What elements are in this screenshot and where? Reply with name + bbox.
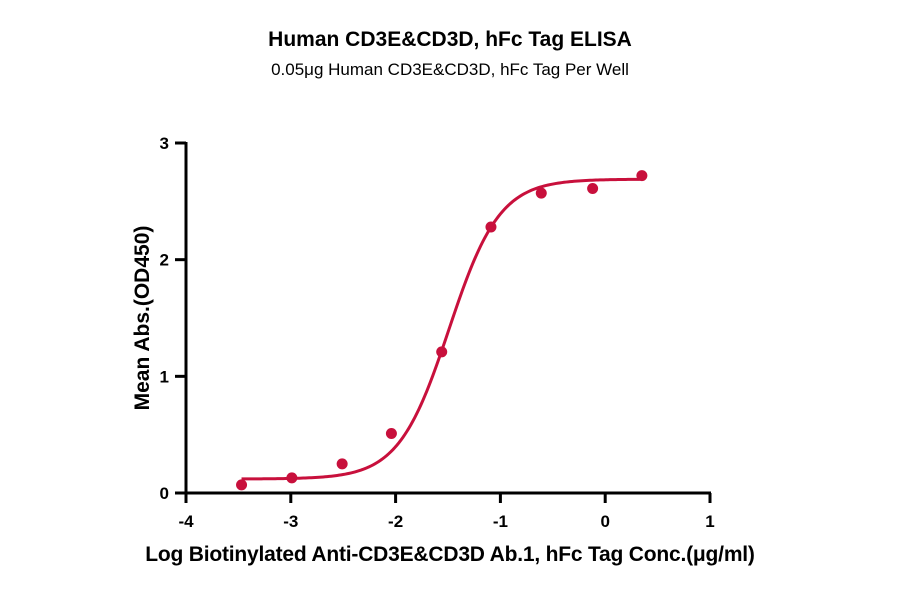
axes: -4 -3 -2 -1 0 1 0 1 2 3 — [160, 134, 715, 531]
y-tick-label: 2 — [160, 251, 169, 270]
y-tick-label: 1 — [160, 367, 169, 386]
data-point — [286, 472, 298, 484]
chart-subtitle: 0.05μg Human CD3E&CD3D, hFc Tag Per Well — [271, 60, 629, 79]
data-points — [236, 170, 648, 491]
x-tick-label: -4 — [178, 512, 194, 531]
x-axis-label: Log Biotinylated Anti-CD3E&CD3D Ab.1, hF… — [145, 543, 755, 566]
x-tick-label: 0 — [600, 512, 609, 531]
data-point — [385, 428, 397, 439]
data-point — [636, 170, 648, 182]
x-tick-label: 1 — [705, 512, 714, 531]
chart-title: Human CD3E&CD3D, hFc Tag ELISA — [268, 28, 632, 51]
y-tick-label: 3 — [160, 134, 169, 153]
data-point — [236, 479, 248, 491]
x-tick-label: -2 — [388, 512, 403, 531]
x-tick-label: -3 — [283, 512, 298, 531]
data-point — [587, 183, 599, 194]
y-tick-label: 0 — [160, 484, 169, 503]
fit-curve — [241, 177, 640, 481]
data-point — [436, 346, 448, 358]
data-point — [485, 221, 497, 233]
y-axis-label: Mean Abs.(OD450) — [131, 225, 154, 411]
data-point — [535, 187, 547, 199]
x-tick-label: -1 — [493, 512, 508, 531]
data-point — [336, 458, 348, 470]
